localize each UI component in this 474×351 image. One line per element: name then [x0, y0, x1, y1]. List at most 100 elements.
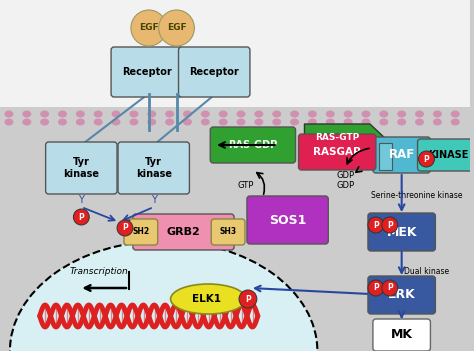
- Ellipse shape: [183, 119, 192, 126]
- Ellipse shape: [379, 111, 388, 118]
- Circle shape: [382, 280, 398, 296]
- Circle shape: [368, 280, 384, 296]
- Text: KINASE: KINASE: [428, 150, 468, 160]
- Text: P: P: [387, 284, 392, 292]
- Text: Tyr
kinase: Tyr kinase: [64, 157, 100, 179]
- Text: GTP: GTP: [238, 180, 254, 190]
- Text: P: P: [373, 220, 379, 230]
- FancyBboxPatch shape: [247, 196, 328, 244]
- Ellipse shape: [94, 119, 103, 126]
- Ellipse shape: [344, 119, 353, 126]
- Text: EGF: EGF: [139, 24, 159, 33]
- FancyBboxPatch shape: [46, 142, 117, 194]
- Text: SH3: SH3: [219, 227, 237, 237]
- Polygon shape: [304, 124, 385, 152]
- Ellipse shape: [272, 119, 281, 126]
- Ellipse shape: [94, 111, 103, 118]
- FancyBboxPatch shape: [210, 127, 296, 163]
- FancyBboxPatch shape: [373, 319, 430, 351]
- Ellipse shape: [4, 119, 13, 126]
- Ellipse shape: [237, 119, 246, 126]
- Ellipse shape: [308, 119, 317, 126]
- Text: Y: Y: [78, 195, 84, 205]
- FancyBboxPatch shape: [133, 214, 234, 250]
- Ellipse shape: [397, 111, 406, 118]
- Text: Receptor: Receptor: [189, 67, 239, 77]
- Ellipse shape: [397, 119, 406, 126]
- Ellipse shape: [255, 111, 264, 118]
- FancyBboxPatch shape: [418, 139, 474, 171]
- FancyBboxPatch shape: [299, 134, 376, 170]
- Ellipse shape: [40, 119, 49, 126]
- Ellipse shape: [237, 111, 246, 118]
- FancyBboxPatch shape: [111, 47, 182, 97]
- Text: MK: MK: [391, 329, 413, 342]
- FancyBboxPatch shape: [368, 213, 436, 251]
- FancyBboxPatch shape: [211, 219, 245, 245]
- Ellipse shape: [171, 284, 246, 314]
- Ellipse shape: [344, 111, 353, 118]
- Ellipse shape: [4, 111, 13, 118]
- Ellipse shape: [415, 119, 424, 126]
- Ellipse shape: [362, 119, 370, 126]
- Ellipse shape: [201, 111, 210, 118]
- Circle shape: [73, 209, 89, 225]
- Ellipse shape: [326, 119, 335, 126]
- Circle shape: [131, 10, 167, 46]
- Text: Receptor: Receptor: [122, 67, 172, 77]
- Ellipse shape: [433, 111, 442, 118]
- Ellipse shape: [129, 119, 138, 126]
- Circle shape: [419, 151, 434, 167]
- Text: RASGAP: RASGAP: [313, 147, 361, 157]
- Ellipse shape: [165, 119, 174, 126]
- Text: EGF: EGF: [167, 24, 186, 33]
- Ellipse shape: [290, 119, 299, 126]
- Text: Transcription: Transcription: [70, 267, 128, 277]
- FancyBboxPatch shape: [118, 142, 190, 194]
- Text: RAF: RAF: [389, 148, 415, 161]
- Ellipse shape: [22, 119, 31, 126]
- Circle shape: [382, 217, 398, 233]
- Ellipse shape: [129, 111, 138, 118]
- Text: SOS1: SOS1: [269, 213, 306, 226]
- Ellipse shape: [451, 119, 460, 126]
- FancyBboxPatch shape: [179, 47, 250, 97]
- Ellipse shape: [326, 111, 335, 118]
- Text: ERK: ERK: [388, 289, 416, 302]
- Ellipse shape: [58, 119, 67, 126]
- Ellipse shape: [255, 119, 264, 126]
- Text: RAS-GTP: RAS-GTP: [315, 133, 359, 143]
- Text: Tyr
kinase: Tyr kinase: [136, 157, 172, 179]
- Ellipse shape: [201, 119, 210, 126]
- Text: Serine-threonine kinase: Serine-threonine kinase: [371, 192, 462, 200]
- FancyBboxPatch shape: [373, 137, 430, 173]
- Ellipse shape: [451, 111, 460, 118]
- Ellipse shape: [379, 119, 388, 126]
- Circle shape: [117, 220, 133, 236]
- Ellipse shape: [111, 111, 120, 118]
- Ellipse shape: [22, 111, 31, 118]
- Ellipse shape: [362, 111, 370, 118]
- Ellipse shape: [219, 119, 228, 126]
- Text: P: P: [122, 224, 128, 232]
- Text: GDP: GDP: [336, 171, 354, 179]
- Ellipse shape: [40, 111, 49, 118]
- Bar: [0, 0, 470, 107]
- Ellipse shape: [433, 119, 442, 126]
- Ellipse shape: [76, 119, 85, 126]
- Text: ELK1: ELK1: [192, 294, 221, 304]
- Bar: [379, 143, 392, 170]
- Ellipse shape: [165, 111, 174, 118]
- FancyBboxPatch shape: [368, 276, 436, 314]
- Text: RAS-GDP: RAS-GDP: [228, 140, 277, 150]
- Ellipse shape: [308, 111, 317, 118]
- Ellipse shape: [272, 111, 281, 118]
- Circle shape: [159, 10, 194, 46]
- Circle shape: [368, 217, 384, 233]
- Ellipse shape: [219, 111, 228, 118]
- Text: GRB2: GRB2: [166, 227, 201, 237]
- Ellipse shape: [290, 111, 299, 118]
- Text: P: P: [424, 154, 429, 164]
- Text: P: P: [387, 220, 392, 230]
- Text: Y: Y: [151, 195, 157, 205]
